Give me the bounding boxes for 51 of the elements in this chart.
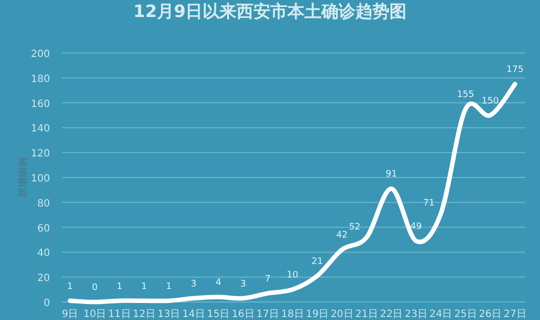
data-label: 155: [456, 90, 474, 100]
x-tick-label: 17日: [256, 309, 280, 320]
x-tick-label: 9日: [62, 309, 78, 320]
data-label: 150: [482, 96, 500, 106]
data-label: 1: [67, 282, 73, 292]
x-tick-label: 18日: [281, 309, 304, 320]
y-tick-label: 140: [30, 124, 50, 135]
data-label: 1: [116, 282, 122, 292]
x-tick-label: 21日: [355, 309, 378, 320]
y-tick-label: 60: [37, 223, 50, 234]
y-tick-label: 40: [37, 248, 50, 260]
x-tick-label: 11日: [108, 309, 131, 320]
data-label: 175: [506, 65, 524, 76]
data-label: 7: [264, 274, 271, 284]
line-series: [68, 82, 518, 304]
x-tick-label: 16日: [232, 309, 254, 320]
x-tick-label: 12日: [132, 309, 156, 320]
x-tick-label: 27日: [504, 309, 526, 320]
x-tick-label: 13日: [158, 309, 180, 320]
data-label: 3: [240, 279, 246, 290]
x-tick-label: 25日: [454, 309, 477, 320]
data-label: 3: [190, 279, 196, 290]
x-tick-label: 22日: [380, 309, 403, 320]
y-tick-label: 160: [30, 98, 50, 110]
data-label: 71: [423, 198, 435, 209]
y-tick-label: 80: [37, 198, 50, 210]
data-label: 49: [410, 222, 422, 232]
chart-title: 12月9日以来西安市本土确诊趋势图: [133, 2, 407, 22]
y-tick-label: 0: [44, 298, 50, 309]
data-label: 21: [311, 256, 323, 267]
y-tick-label: 20: [37, 273, 50, 284]
data-label: 0: [92, 283, 98, 293]
x-tick-label: 14日: [182, 309, 205, 320]
y-tick-label: 200: [30, 49, 50, 60]
x-tick-label: 24日: [429, 309, 452, 320]
x-tick-label: 23日: [404, 309, 428, 320]
x-tick-label: 10日: [83, 309, 106, 320]
data-label: 52: [348, 222, 360, 232]
data-label: 1: [166, 282, 172, 292]
data-label: 42: [336, 230, 348, 241]
x-tick-label: 20日: [330, 309, 354, 320]
x-tick-label: 19日: [306, 309, 329, 320]
y-tick-label: 100: [30, 174, 50, 184]
y-tick-label: 180: [30, 74, 50, 85]
data-label: 4: [215, 278, 222, 288]
y-tick-label: 120: [30, 148, 50, 160]
x-tick-label: 26日: [478, 309, 502, 320]
data-label: 10: [286, 270, 298, 281]
x-tick-label: 15日: [206, 309, 230, 320]
data-label: 1: [141, 282, 148, 292]
data-label: 91: [386, 170, 398, 180]
